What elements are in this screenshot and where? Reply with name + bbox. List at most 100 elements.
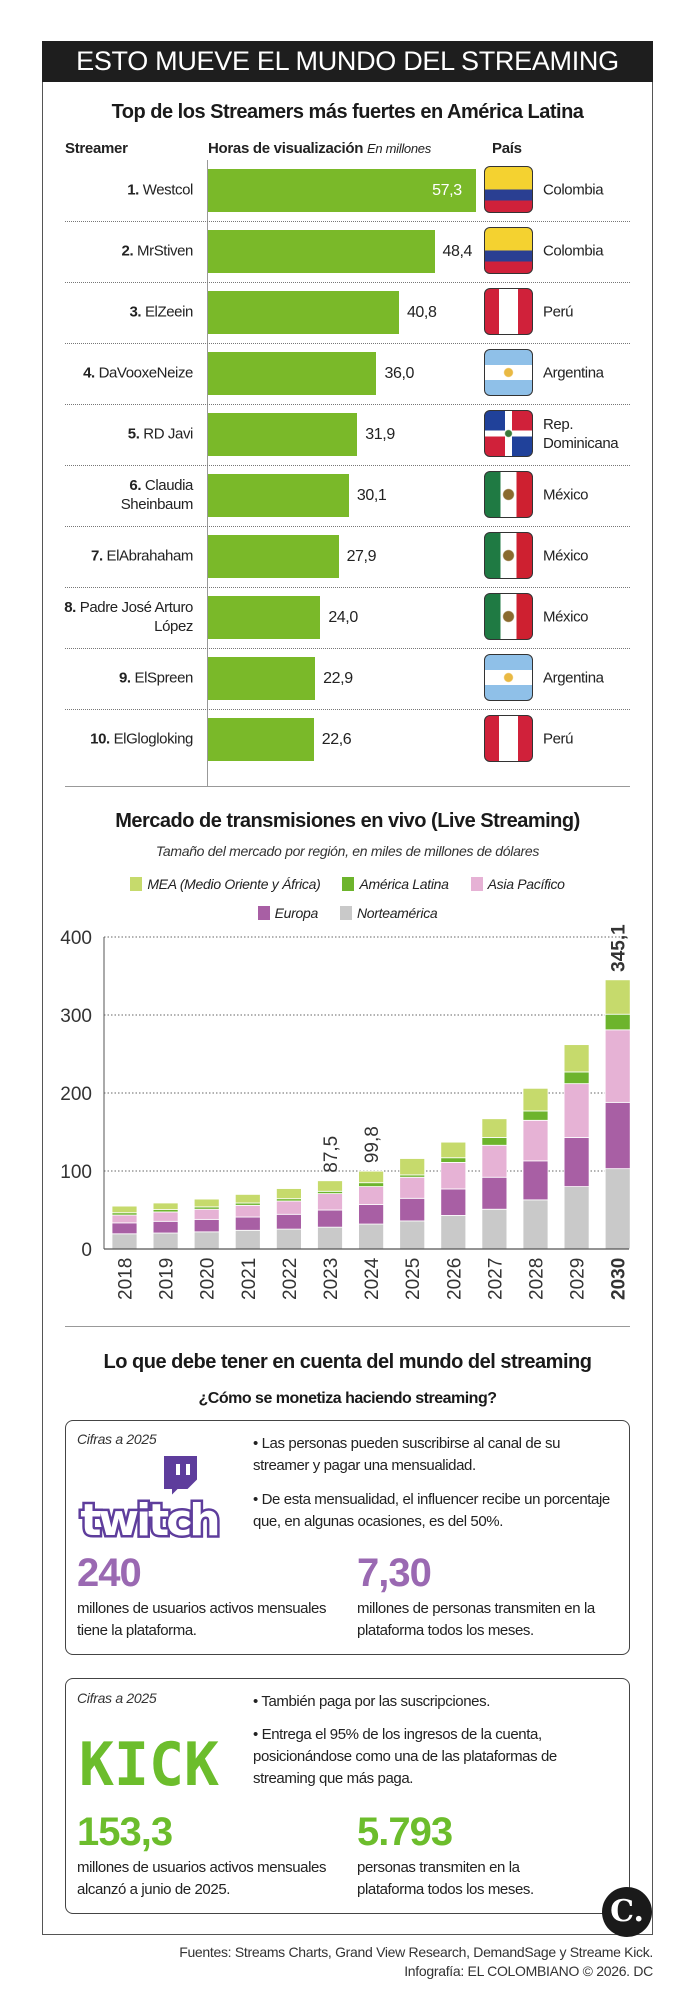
bar-segment-am-rica-latina xyxy=(563,1071,590,1085)
x-tick-label: 2024 xyxy=(362,1257,383,1300)
streamer-name-text: Claudia Sheinbaum xyxy=(120,477,194,513)
country-name: Argentina xyxy=(543,364,604,382)
bar-segment-europa xyxy=(604,1101,631,1170)
streamer-rank: 1. xyxy=(127,181,139,199)
row-separator xyxy=(65,221,630,222)
bar-segment-am-rica-latina xyxy=(481,1137,508,1146)
x-tick-label: 2022 xyxy=(280,1258,301,1300)
x-tick-label: 2019 xyxy=(157,1258,178,1300)
bar-segment-mea-medio-oriente-y-frica- xyxy=(358,1170,385,1184)
col-hours-label: Horas de visualización xyxy=(208,140,364,157)
mexico-flag-icon xyxy=(484,593,533,640)
hours-value: 22,9 xyxy=(323,670,353,687)
x-tick-label: 2030 xyxy=(609,1258,630,1300)
peru-flag-icon xyxy=(484,715,533,762)
streamer-rank: 8. xyxy=(64,599,76,616)
y-tick-label: 200 xyxy=(60,1084,92,1105)
main-title: ESTO MUEVE EL MUNDO DEL STREAMING xyxy=(42,41,653,82)
bar-segment-norteam-rica xyxy=(152,1232,179,1250)
dominican-republic-flag-icon xyxy=(484,410,533,457)
bar-segment-europa xyxy=(111,1222,138,1235)
el-colombiano-logo: C. xyxy=(602,1887,652,1937)
kick-bullet-2: • Entrega el 95% de los ingresos de la c… xyxy=(253,1726,557,1787)
data-label: 345,1 xyxy=(609,924,630,972)
twitch-stat-1-text: millones de usuarios activos mensuales t… xyxy=(77,1600,327,1639)
bar-segment-europa xyxy=(358,1204,385,1225)
legend-label: Asia Pacífico xyxy=(487,876,565,892)
bar-segment-europa xyxy=(152,1220,179,1234)
bar-segment-asia-pac-fico xyxy=(522,1119,549,1162)
legend-swatch xyxy=(342,877,355,891)
bar-segment-europa xyxy=(275,1213,302,1230)
streamers-title: Top de los Streamers más fuertes en Amér… xyxy=(111,101,584,123)
row-separator xyxy=(65,648,630,649)
row-separator xyxy=(65,465,630,466)
stacked-bar-chart: 0 100 200 300 400 2018 2019 2020 2021 2022 2023 87,… xyxy=(60,924,631,1300)
kick-stat-2-value: 5.793 xyxy=(357,1810,453,1854)
bar-segment-asia-pac-fico xyxy=(563,1083,590,1138)
col-country: País xyxy=(492,140,522,157)
country-name: Rep. Dominicana xyxy=(543,416,619,452)
country-name: Colombia xyxy=(543,181,604,199)
col-streamer: Streamer xyxy=(65,140,128,157)
bar-segment-mea-medio-oriente-y-frica- xyxy=(111,1205,138,1214)
kick-note: Cifras a 2025 xyxy=(77,1690,157,1706)
bar-segment-europa xyxy=(522,1160,549,1201)
legend-item: Asia Pacífico xyxy=(470,876,565,892)
row-separator xyxy=(65,526,630,527)
hours-value: 22,6 xyxy=(321,731,352,748)
legend-item: MEA (Medio Oriente y África) xyxy=(130,876,321,892)
bar-segment-asia-pac-fico xyxy=(440,1162,467,1190)
bar-segment-am-rica-latina xyxy=(440,1157,467,1163)
kick-stat-2-text: personas transmiten en la plataforma tod… xyxy=(357,1859,534,1898)
argentina-flag-icon xyxy=(484,654,533,701)
x-tick-label: 2020 xyxy=(198,1258,219,1300)
hours-bar xyxy=(208,413,358,456)
bar-segment-am-rica-latina xyxy=(522,1110,549,1121)
bar-segment-asia-pac-fico xyxy=(358,1186,385,1205)
bar-segment-asia-pac-fico xyxy=(399,1176,426,1199)
streamer-name-text: Westcol xyxy=(142,181,194,199)
twitch-card xyxy=(65,1420,630,1655)
country-name: Perú xyxy=(543,303,574,321)
row-separator xyxy=(65,404,630,405)
bar-segment-mea-medio-oriente-y-frica- xyxy=(234,1193,261,1204)
streamer-rank: 2. xyxy=(121,242,134,260)
bar-segment-asia-pac-fico xyxy=(317,1193,343,1211)
kick-logo: KICK xyxy=(77,1730,222,1800)
legend-swatch xyxy=(257,906,270,920)
legend-label: Norteamérica xyxy=(356,905,438,921)
x-tick-label: 2027 xyxy=(485,1258,506,1300)
country-name: México xyxy=(543,608,589,626)
bar-segment-mea-medio-oriente-y-frica- xyxy=(152,1202,179,1211)
streamer-name-text: MrStiven xyxy=(137,242,193,260)
hours-bar xyxy=(208,596,321,639)
streamer-rank: 4. xyxy=(83,364,95,382)
bar-segment-europa xyxy=(193,1218,220,1233)
streamer-name-text: ElAbrahaham xyxy=(106,547,194,565)
twitch-note: Cifras a 2025 xyxy=(77,1431,157,1447)
bar-segment-norteam-rica xyxy=(481,1208,508,1250)
row-separator xyxy=(65,709,630,710)
x-tick-label: 2018 xyxy=(116,1258,137,1300)
legend-item: América Latina xyxy=(342,876,449,892)
streamer-rank: 6. xyxy=(129,477,142,494)
x-tick-label: 2023 xyxy=(321,1258,342,1300)
streamer-name: 4. DaVooxeNeize xyxy=(60,364,193,383)
bar-segment-europa xyxy=(440,1188,467,1216)
chart-title: Mercado de transmisiones en vivo (Live S… xyxy=(115,810,580,832)
bar-segment-norteam-rica xyxy=(275,1228,302,1250)
bar-segment-asia-pac-fico xyxy=(193,1208,220,1220)
hours-value: 31,9 xyxy=(365,426,395,443)
argentina-flag-icon xyxy=(484,349,533,396)
streamer-name: 3. ElZeein xyxy=(60,303,193,322)
bar-segment-norteam-rica xyxy=(234,1229,261,1250)
bar-segment-asia-pac-fico xyxy=(152,1211,179,1222)
streamer-rank: 9. xyxy=(118,669,131,687)
twitch-stat-2-value: 7,30 xyxy=(357,1551,432,1595)
tips-title: Lo que debe tener en cuenta del mundo de… xyxy=(103,1351,592,1373)
streamer-name-text: Padre José Arturo López xyxy=(79,599,194,635)
legend-row-2: Europa Norteamérica xyxy=(42,905,653,921)
kick-stat-1-value: 153,3 xyxy=(77,1810,173,1854)
col-hours: Horas de visualización En millones xyxy=(208,140,431,157)
